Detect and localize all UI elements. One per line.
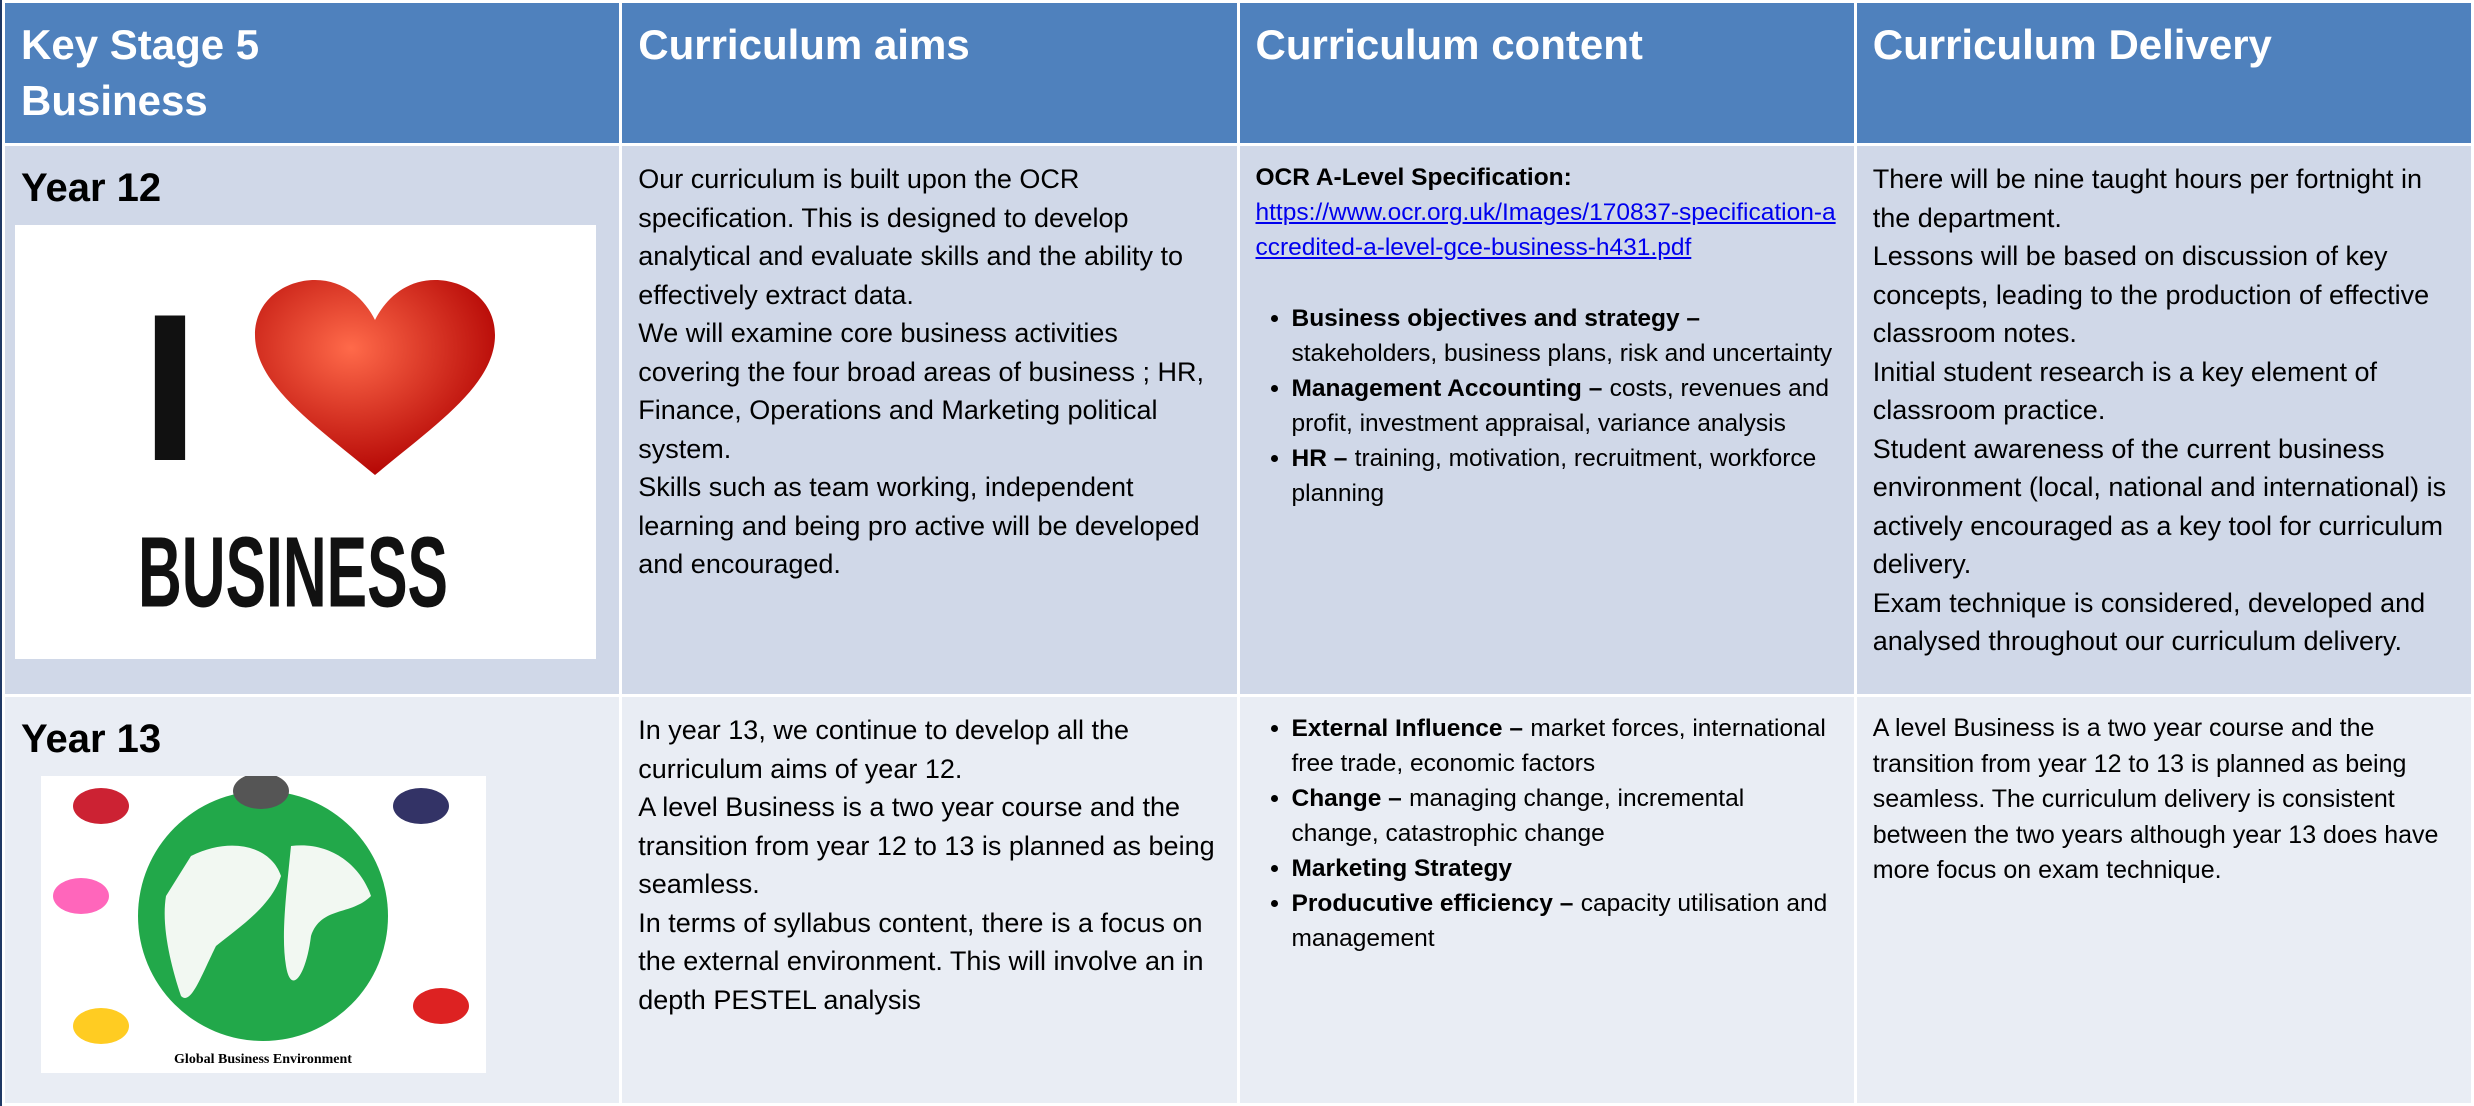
bullet-title: HR – [1291, 445, 1348, 472]
aims-paragraph: In year 13, we continue to develop all t… [638, 715, 1130, 784]
delivery-cell: There will be nine taught hours per fort… [1853, 143, 2474, 697]
globe-image: Global Business Environment [41, 776, 486, 1073]
hand [53, 878, 109, 914]
year-cell: Year 13 Global Business Environment [1, 694, 623, 1106]
delivery-paragraph: A level Business is a two year course an… [1872, 714, 2439, 884]
year-label: Year 12 [21, 166, 162, 210]
aims-paragraph: We will examine core business activities… [638, 318, 1205, 464]
delivery-paragraph: Student awareness of the current busines… [1872, 433, 2447, 580]
aims-paragraph: In terms of syllabus content, there is a… [638, 907, 1204, 1015]
delivery-paragraph: Lessons will be based on discussion of k… [1872, 241, 2430, 348]
bullet-text: market forces, international free trade,… [1291, 715, 1826, 777]
hand [233, 776, 289, 809]
content-cell: OCR A-Level Specification: https://www.oc… [1236, 143, 1857, 697]
content-item: Marketing Strategy [1292, 851, 1838, 886]
image-caption: Global Business Environment [174, 1052, 352, 1067]
hand [413, 988, 469, 1024]
bullet-title: Management Accounting – [1291, 375, 1603, 402]
header-cell: Key Stage 5 Business [1, 0, 623, 146]
aims-cell: Our curriculum is built upon the OCR spe… [619, 143, 1240, 697]
content-list: External Influence –market forces, inter… [1256, 711, 1838, 956]
content-item: Producutive efficiency –capacity utilisa… [1292, 886, 1838, 956]
hand [73, 1008, 129, 1044]
header-cell: Curriculum Delivery [1853, 0, 2474, 146]
aims-cell: In year 13, we continue to develop all t… [619, 694, 1240, 1106]
content-item: External Influence –market forces, inter… [1292, 711, 1838, 781]
bullet-title: Marketing Strategy [1291, 855, 1513, 882]
year-label: Year 13 [21, 717, 162, 761]
header-row: Key Stage 5 Business Curriculum aims Curri… [1, 0, 2474, 146]
bullet-text: capacity utilisation and management [1291, 890, 1828, 952]
aims-paragraph: Our curriculum is built upon the OCR spe… [638, 164, 1184, 310]
content-item: Business objectives and strategy – stakeh… [1292, 301, 1838, 371]
year-cell: Year 12 I BUSINESS [1, 143, 623, 697]
delivery-paragraph: There will be nine taught hours per fort… [1872, 164, 2423, 233]
image-text: I [141, 270, 199, 505]
bullet-text: managing change, incremental change, cat… [1291, 785, 1745, 847]
bullet-text: training, motivation, recruitment, workf… [1291, 445, 1817, 507]
content-item: Management Accounting –costs, revenues a… [1292, 371, 1838, 441]
continent [283, 845, 371, 981]
row: Year 13 Global Business Environment In yea… [1, 694, 2474, 1106]
hand [73, 788, 129, 824]
content-item: HR –training, motivation, recruitment, w… [1292, 441, 1838, 511]
bullet-title: Change – [1291, 785, 1402, 812]
bullet-title: Producutive efficiency – [1291, 890, 1574, 917]
bullet-text: costs, revenues and profit, investment a… [1291, 375, 1829, 437]
header-cell: Curriculum content [1236, 0, 1857, 146]
aims-paragraph: Skills such as team working, independent… [638, 472, 1200, 579]
row: Year 12 I BUSINESS Our curriculum is built … [1, 143, 2474, 697]
image-text: BUSINESS [138, 516, 448, 628]
bullet-text: stakeholders, business plans, risk and u… [1291, 340, 1833, 367]
spec-link[interactable]: https://www.ocr.org.uk/Images/170837-spe… [1255, 199, 1836, 261]
content-list: Business objectives and strategy – stakeh… [1256, 301, 1838, 511]
header-cell: Curriculum aims [619, 0, 1240, 146]
content-cell: External Influence –market forces, inter… [1236, 694, 1857, 1106]
bullet-title: Business objectives and strategy – [1291, 305, 1701, 332]
heart [255, 280, 495, 475]
delivery-paragraph: Initial student research is a key elemen… [1872, 356, 2378, 426]
continent [164, 845, 281, 998]
aims-paragraph: A level Business is a two year course an… [638, 792, 1215, 899]
spec-title: OCR A-Level Specification: [1255, 164, 1572, 191]
hand [393, 788, 449, 824]
content-item: Change –managing change, incremental cha… [1292, 781, 1838, 851]
delivery-paragraph: Exam technique is considered, developed … [1872, 587, 2426, 657]
delivery-cell: A level Business is a two year course an… [1853, 694, 2474, 1106]
bullet-title: External Influence – [1291, 715, 1523, 742]
